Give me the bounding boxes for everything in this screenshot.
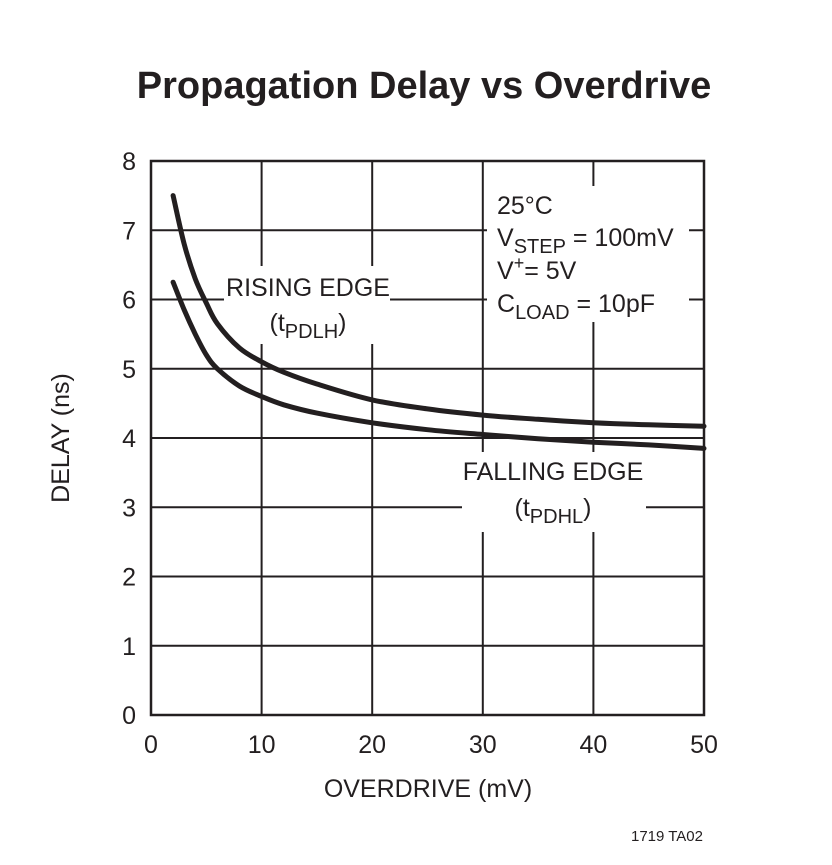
vstep-post: = 100mV	[566, 224, 674, 252]
vstep-pre: V	[497, 224, 514, 252]
conditions-mask	[487, 186, 689, 322]
condition-temperature: 25°C	[497, 192, 553, 220]
x-tick-label: 50	[690, 731, 718, 759]
condition-cload: CLOAD = 10pF	[497, 290, 655, 324]
y-tick-label: 5	[122, 356, 136, 384]
condition-vstep: VSTEP = 100mV	[497, 224, 674, 258]
falling-edge-curve	[170, 279, 707, 451]
cload-post: = 10pF	[570, 290, 655, 318]
falling-label-mask	[462, 452, 646, 532]
y-tick-label: 0	[122, 702, 136, 730]
annotation-masks	[224, 186, 689, 532]
y-tick-label: 1	[122, 633, 136, 661]
condition-vplus: V+= 5V	[497, 253, 577, 285]
y-tick-label: 2	[122, 564, 136, 592]
x-tick-labels: 0 10 20 30 40 50	[144, 731, 718, 759]
y-axis-label: DELAY (ns)	[47, 373, 75, 503]
figure-code: 1719 TA02	[631, 828, 703, 845]
x-tick-label: 10	[248, 731, 276, 759]
rising-symbol-post: )	[338, 309, 346, 337]
vplus-pre: V	[497, 257, 514, 285]
plot-frame	[149, 159, 706, 717]
rising-edge-symbol: (tPDLH)	[270, 309, 347, 343]
x-tick-label: 0	[144, 731, 158, 759]
y-tick-labels: 0 1 2 3 4 5 6 7 8	[122, 148, 136, 730]
vstep-sub: STEP	[514, 236, 566, 258]
cload-sub: LOAD	[515, 302, 569, 324]
x-tick-label: 20	[358, 731, 386, 759]
y-tick-label: 3	[122, 494, 136, 522]
rising-edge-label: RISING EDGE	[226, 274, 390, 302]
falling-edge-symbol: (tPDHL)	[515, 494, 592, 528]
cload-pre: C	[497, 290, 515, 318]
rising-symbol-sub: PDLH	[285, 321, 338, 343]
vplus-sup: +	[514, 253, 525, 273]
rising-edge-curve	[170, 193, 707, 429]
y-tick-label: 4	[122, 425, 136, 453]
rising-symbol-pre: (t	[270, 309, 285, 337]
chart-title: Propagation Delay vs Overdrive	[137, 65, 711, 107]
falling-symbol-sub: PDHL	[530, 506, 583, 528]
x-axis-label: OVERDRIVE (mV)	[324, 775, 532, 803]
y-tick-label: 6	[122, 287, 136, 315]
x-tick-label: 40	[579, 731, 607, 759]
x-tick-label: 30	[469, 731, 497, 759]
rising-label-mask	[224, 266, 390, 344]
falling-edge-label: FALLING EDGE	[463, 458, 644, 486]
y-tick-label: 8	[122, 148, 136, 176]
falling-symbol-pre: (t	[515, 494, 530, 522]
y-tick-label: 7	[122, 217, 136, 245]
vplus-post: = 5V	[524, 257, 576, 285]
falling-symbol-post: )	[583, 494, 591, 522]
series-curves	[170, 193, 707, 451]
